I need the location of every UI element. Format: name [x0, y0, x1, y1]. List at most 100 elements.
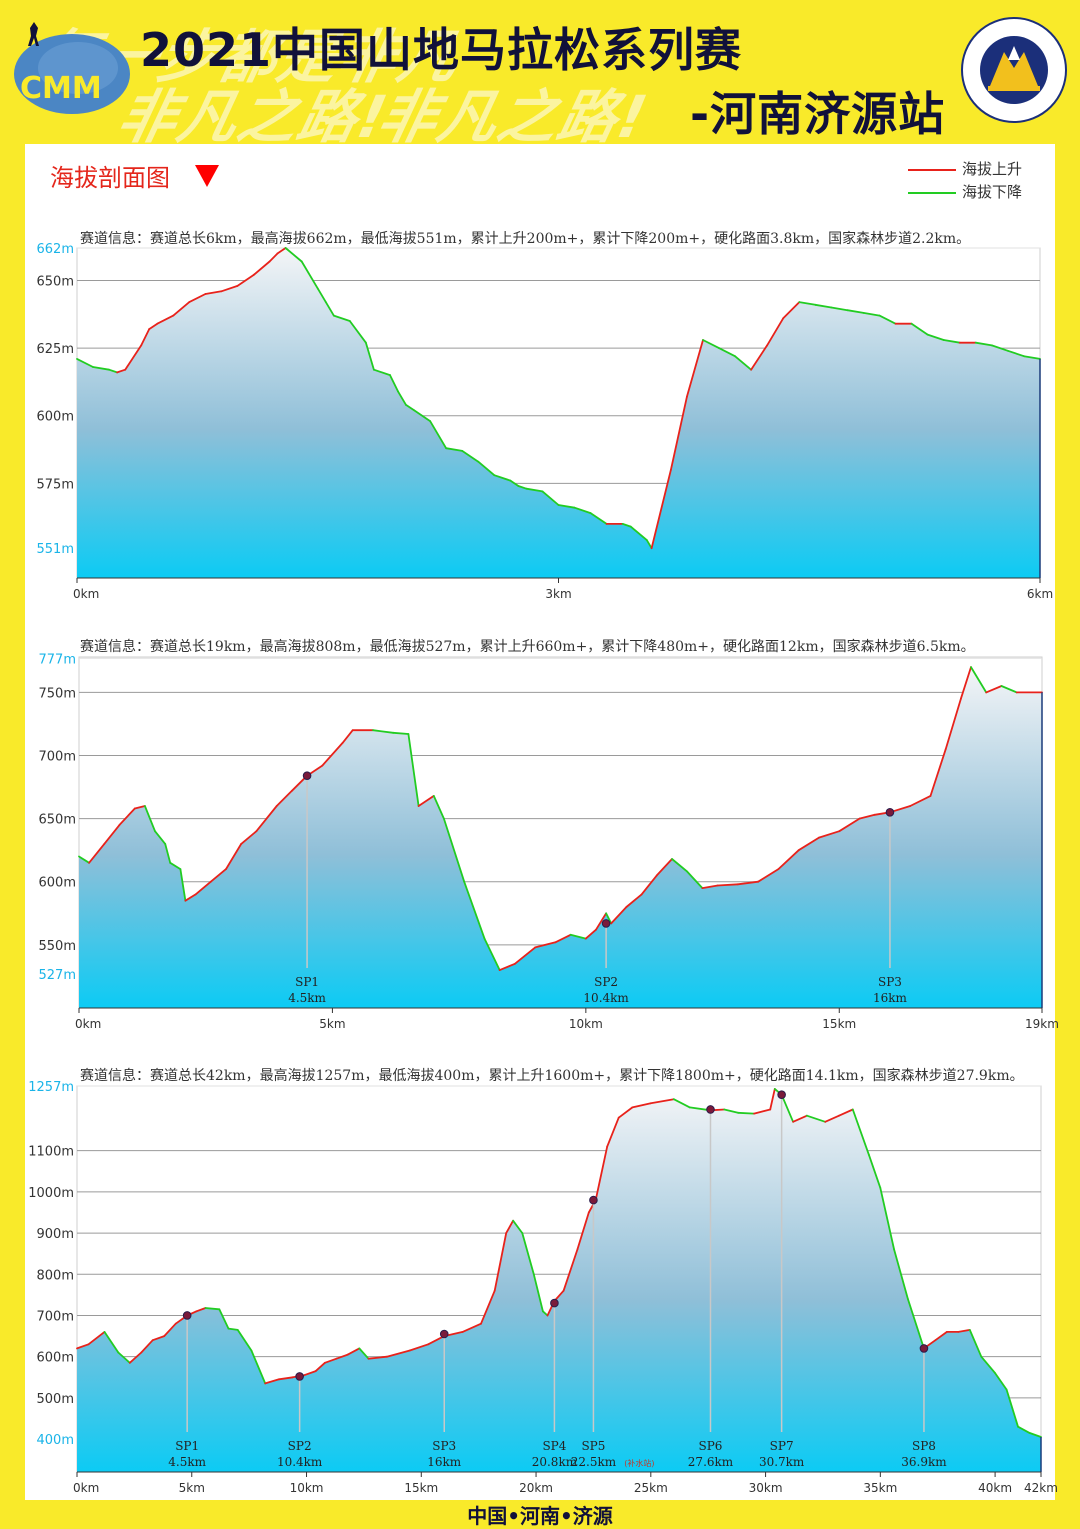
profile-segment [670, 395, 688, 471]
profile-segment [814, 303, 833, 309]
profile-segment [824, 1114, 840, 1123]
profile-segment [321, 742, 344, 767]
profile-segment [562, 1248, 579, 1292]
profile-segment [151, 1335, 166, 1342]
profile-segment [797, 836, 820, 852]
profile-segment [143, 805, 156, 833]
elevation-area [77, 1088, 1041, 1472]
x-tick-label: 15km [404, 1481, 438, 1495]
profile-segment [275, 789, 293, 807]
profile-segment [769, 1088, 776, 1111]
profile-segment [734, 355, 752, 371]
profile-segment [385, 1349, 411, 1358]
x-tick-label: 0km [75, 1017, 101, 1031]
checkpoint-marker [885, 807, 895, 817]
x-tick-label: 30km [749, 1481, 783, 1495]
profile-segment [792, 1114, 808, 1123]
profile-segment [240, 830, 258, 845]
x-tick-label: 10km [569, 1017, 603, 1031]
profile-segment [723, 1108, 739, 1114]
profile-segment [594, 1145, 609, 1201]
profile-segment [737, 1111, 755, 1115]
checkpoint-name: SP3 [432, 1439, 456, 1453]
profile-segment [942, 339, 961, 344]
y-tick-label: 600m [37, 1351, 74, 1366]
chart-19km-info: 赛道信息：赛道总长19km，最高海拔808m，最低海拔527m，累计上升660m… [80, 639, 975, 655]
profile-segment [493, 1232, 508, 1292]
profile-segment [780, 1093, 794, 1123]
checkpoint-distance: 22.5km [571, 1455, 617, 1469]
profile-segment [1007, 349, 1025, 358]
y-tick-label: 625m [37, 342, 74, 357]
y-tick-label: 1000m [28, 1186, 74, 1201]
profile-segment [782, 301, 801, 320]
profile-segment [702, 339, 720, 350]
profile-segment [1000, 685, 1018, 694]
profile-segment [303, 1370, 317, 1377]
y-tick-label: 650m [39, 813, 76, 828]
profile-segment [407, 733, 420, 807]
profile-segment [818, 830, 841, 839]
profile-segment [625, 893, 643, 908]
checkpoint-marker [302, 771, 312, 780]
profile-segment [554, 933, 572, 944]
chart-1: 777m 750m 700m 650m 600m 550m 527m 0km 5km 10km 15… [39, 652, 1059, 1031]
profile-segment [534, 941, 557, 949]
profile-segment [757, 868, 780, 883]
x-tick-label: 6km [1027, 587, 1053, 601]
profile-segment [445, 447, 464, 452]
profile-segment [227, 1327, 239, 1331]
profile-segment [477, 460, 496, 477]
x-tick-label: 35km [863, 1481, 897, 1495]
y-tick-label: 575m [37, 477, 74, 492]
profile-segment [514, 946, 537, 965]
profile-segment [255, 805, 278, 833]
profile-segment [103, 1331, 120, 1354]
profile-segment [140, 1339, 154, 1354]
profile-segment [392, 731, 410, 735]
y-tick-label: 700m [37, 1309, 74, 1324]
profile-segment [509, 479, 520, 487]
y-tick-label: 1100m [28, 1145, 74, 1160]
profile-segment [595, 912, 607, 931]
profile-segment [461, 1322, 482, 1333]
profile-segment [512, 1219, 524, 1234]
cmm-logo: CMM [14, 22, 130, 114]
profile-segment [505, 1219, 514, 1234]
y-tick-label: 600m [39, 876, 76, 891]
x-tick-label: 10km [290, 1481, 324, 1495]
profile-segment [268, 252, 279, 263]
profile-segment [209, 868, 227, 883]
profile-segment [1023, 355, 1041, 360]
profile-segment [341, 729, 354, 744]
x-tick-label: 0km [73, 1481, 99, 1495]
page-title: 2021中国山地马拉松系列赛 [140, 23, 743, 77]
profile-segment [346, 1347, 361, 1356]
y-tick-label: 400m [37, 1433, 74, 1448]
profile-segment [480, 1289, 496, 1325]
logo-text: CMM [20, 71, 102, 106]
legend-descent-label: 海拔下降 [962, 183, 1023, 201]
profile-segment [397, 390, 407, 406]
profile-segment [610, 906, 628, 925]
profile-segment [332, 314, 351, 322]
profile-segment [716, 883, 739, 887]
profile-segment [798, 301, 817, 306]
elevation-area [77, 248, 1040, 578]
profile-segment [862, 311, 881, 317]
profile-segment [645, 539, 653, 550]
profile-segment [405, 403, 416, 412]
triangle-down-icon [195, 165, 219, 187]
profile-segment [461, 449, 480, 463]
profile-segment [128, 1351, 143, 1364]
profile-segment [934, 1331, 948, 1342]
checkpoint-distance: 4.5km [168, 1455, 206, 1469]
x-tick-label: 0km [73, 587, 99, 601]
profile-segment [879, 1186, 895, 1251]
checkpoint-name: SP1 [295, 975, 319, 989]
profile-segment [498, 962, 516, 971]
legend-ascent-swatch [908, 168, 956, 171]
profile-segment [103, 824, 121, 845]
profile-segment [133, 805, 146, 810]
profile-segment [429, 420, 448, 450]
